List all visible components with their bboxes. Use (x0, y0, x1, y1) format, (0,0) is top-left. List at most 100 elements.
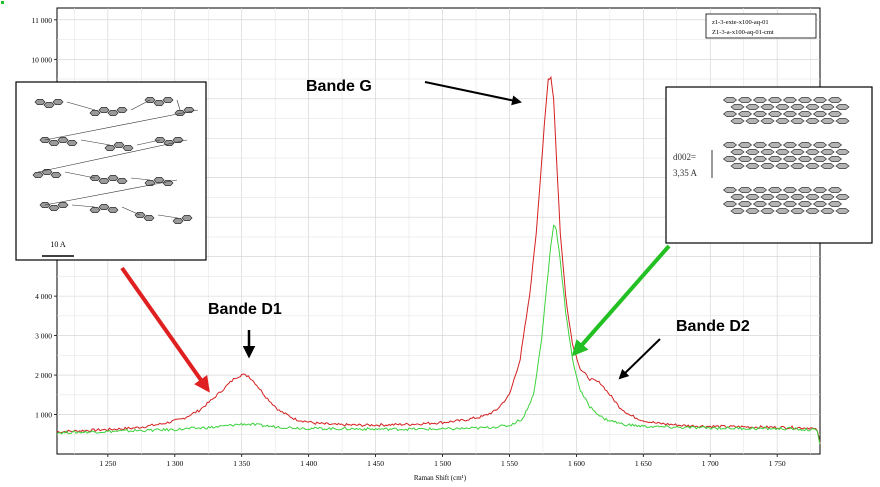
hexagon-cell (745, 149, 760, 155)
hexagon-cell (827, 142, 843, 148)
legend-entry-2: Z1-3-a-x100-aq-01-cmt (712, 29, 774, 36)
y-tick-label: 1 000 (35, 411, 52, 420)
hexagon-cell (812, 142, 828, 148)
hexagon-cell (752, 111, 768, 117)
hexagon-cell (797, 187, 813, 193)
series-line-1 (56, 75, 821, 445)
hexagon-cell (172, 218, 184, 224)
hexagon-cell (752, 97, 768, 103)
y-tick-label: 2 000 (35, 371, 52, 380)
hexagon-cell (98, 178, 110, 184)
cluster-link (80, 139, 111, 146)
hexagon-cell (835, 163, 850, 169)
hexagon-cell (797, 201, 813, 207)
hexagon-cell (805, 194, 820, 200)
hexagon-cell (820, 208, 835, 214)
cluster-link (44, 109, 199, 141)
series-group (56, 75, 821, 445)
hexagon-cell (835, 104, 850, 110)
hexagon-cell (104, 145, 116, 151)
hexagon-cell (730, 149, 745, 155)
hexagon-cell (48, 205, 60, 211)
arrow-green-inset (571, 244, 671, 357)
hexagon-cell (730, 104, 745, 110)
cluster-link (176, 99, 181, 111)
hexagon-cell (107, 175, 119, 181)
hexagon-cell (827, 201, 843, 207)
annotation-bande-d2: Bande D2 (676, 318, 750, 335)
x-tick-label: 1 600 (568, 459, 585, 468)
hexagon-cell (775, 208, 790, 214)
hexagon-cell (745, 194, 760, 200)
hexagon-cell (827, 111, 843, 117)
hexagon-cell (730, 194, 745, 200)
y-tick-label: 11 000 (32, 16, 53, 25)
hexagon-cell (737, 142, 753, 148)
hexagon-cell (760, 149, 775, 155)
cluster-link (66, 101, 96, 111)
x-tick-label: 1 500 (434, 459, 451, 468)
hexagon-cell (797, 156, 813, 162)
y-tick-label: 3 000 (35, 332, 52, 341)
annotation-bande-d1: Bande D1 (208, 301, 282, 318)
hexagon-cell (782, 156, 798, 162)
hexagon-cell (790, 208, 805, 214)
hexagon-cell (797, 97, 813, 103)
hexagon-cell (775, 104, 790, 110)
hexagon-cell (782, 111, 798, 117)
hexagon-cell (752, 156, 768, 162)
hexagon-cell (730, 163, 745, 169)
hexagon-cell (820, 194, 835, 200)
legend: z1-3-exte-x100-aq-01 Z1-3-a-x100-aq-01-c… (705, 13, 817, 39)
arrow-bande-d2 (618, 338, 661, 380)
hexagon-cell (812, 156, 828, 162)
hexagon-cell (153, 177, 165, 183)
hexagon-cell (722, 111, 738, 117)
cluster-link (130, 99, 151, 111)
x-tick-label: 1 750 (769, 459, 786, 468)
hexagon-cell (162, 97, 174, 103)
hexagon-cell (835, 208, 850, 214)
hexagon-cell (775, 194, 790, 200)
hexagon-cell (790, 149, 805, 155)
hexagon-cell (722, 97, 738, 103)
hexagon-cell (745, 118, 760, 124)
annotation-bande-g: Bande G (306, 78, 372, 95)
hexagon-cell (745, 208, 760, 214)
hexagon-cell (812, 201, 828, 207)
hexagon-cell (767, 142, 783, 148)
arrow-red-inset (120, 266, 210, 393)
hexagon-cell (107, 110, 119, 116)
hexagon-cell (760, 194, 775, 200)
hexagon-cell (143, 215, 155, 221)
y-tick-label: 4 000 (35, 292, 52, 301)
hexagon-cell (737, 156, 753, 162)
x-tick-label: 1 450 (367, 459, 384, 468)
hexagon-cell (737, 187, 753, 193)
cluster-link (121, 206, 141, 216)
inset-disordered-structure: 10 A (15, 81, 207, 261)
hexagon-cell (116, 107, 128, 113)
scale-bar-label: 10 A (50, 240, 66, 249)
hexagon-cell (820, 104, 835, 110)
hexagon-cell (805, 149, 820, 155)
hexagon-cell (767, 97, 783, 103)
hexagon-cell (820, 163, 835, 169)
cluster-link (136, 139, 161, 146)
ordered-hexagon-layers (722, 97, 850, 214)
hexagon-cell (782, 142, 798, 148)
x-tick-label: 1 550 (501, 459, 518, 468)
x-tick-label: 1 650 (635, 459, 652, 468)
hexagon-cell (782, 201, 798, 207)
hexagon-cell (835, 118, 850, 124)
hexagon-cell (820, 149, 835, 155)
hexagon-cell (89, 207, 101, 213)
hexagon-cell (797, 142, 813, 148)
hexagon-cell (782, 187, 798, 193)
hexagon-cell (760, 163, 775, 169)
y-tick-label: 10 000 (31, 55, 52, 64)
hexagon-cell (162, 180, 174, 186)
disordered-hexagon-layers (32, 97, 199, 224)
